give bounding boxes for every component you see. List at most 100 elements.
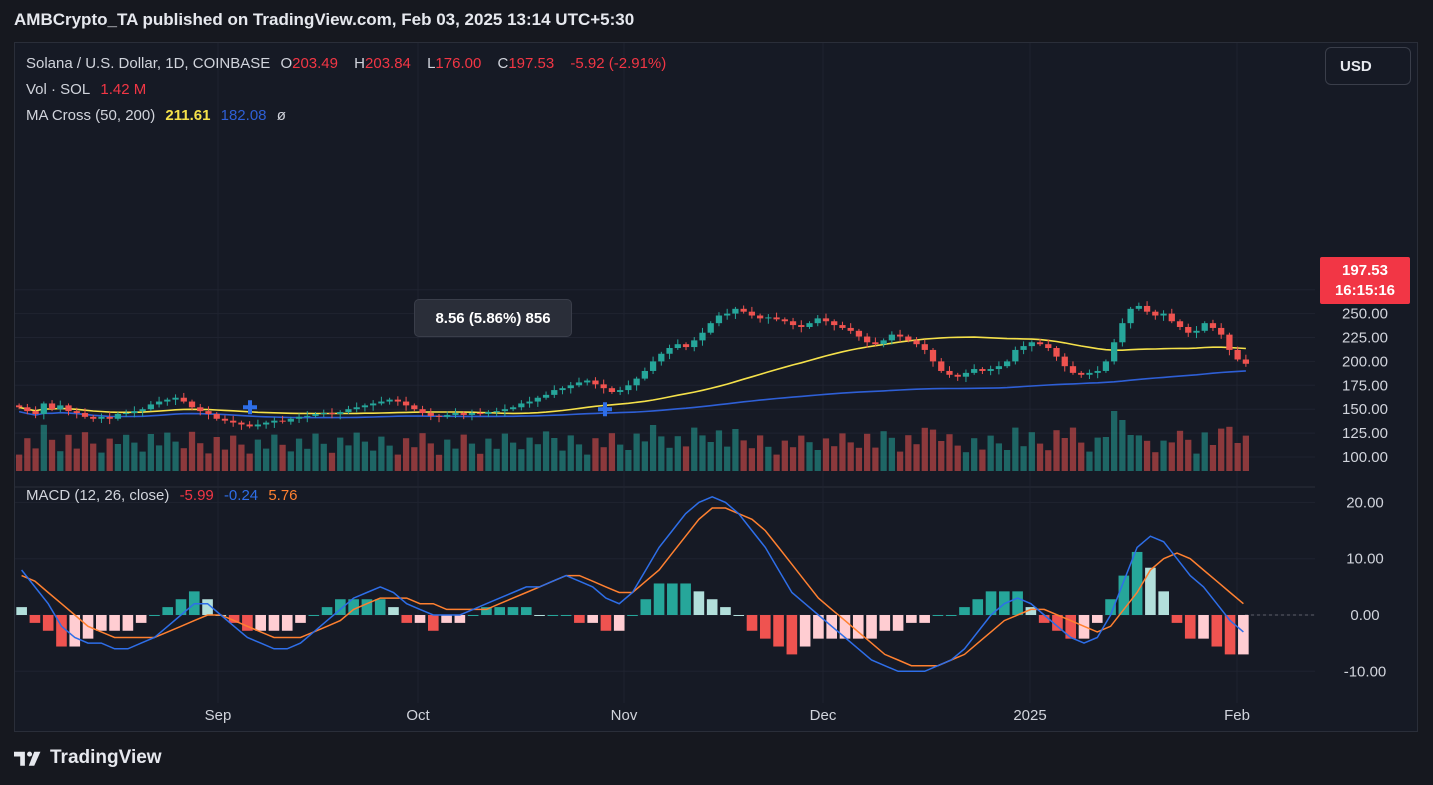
macd-histogram-bar — [268, 615, 280, 631]
macd-histogram-bar — [374, 599, 386, 615]
candle-body — [1135, 305, 1142, 309]
volume-bar — [254, 439, 262, 471]
volume-bar — [682, 446, 690, 471]
macd-histogram-bar — [228, 615, 240, 623]
macd-histogram-bar — [959, 607, 970, 615]
candle-body — [73, 411, 80, 414]
volume-bar — [715, 430, 723, 471]
macd-histogram-bar — [773, 615, 784, 647]
volume-bar — [962, 452, 970, 471]
macd-histogram-bar — [427, 615, 439, 631]
candle-body — [1185, 326, 1192, 333]
price-tick-label: 200.00 — [1342, 353, 1388, 370]
volume-bar — [551, 438, 558, 471]
candle-body — [831, 321, 838, 326]
time-tick-label: Sep — [205, 707, 232, 724]
candle-body — [328, 413, 336, 415]
volume-bar — [567, 435, 574, 471]
macd-histogram-bar — [627, 615, 638, 616]
volume-bar — [1003, 450, 1011, 471]
candle-body — [896, 334, 904, 337]
volume-bar — [1135, 435, 1142, 471]
volume-bar — [1045, 450, 1052, 471]
macd-histogram-bar — [560, 615, 572, 616]
macd-histogram-bar — [1012, 591, 1023, 615]
volume-bar — [279, 444, 286, 471]
volume-label[interactable]: Vol · SOL — [26, 81, 91, 98]
volume-bar — [864, 433, 871, 471]
volume-bar — [230, 435, 237, 471]
macd-histogram-bar — [414, 615, 426, 623]
macd-histogram-bar — [109, 615, 120, 631]
candle-body — [946, 370, 953, 375]
price-tick-label: 150.00 — [1342, 401, 1388, 418]
candle-body — [386, 399, 393, 402]
candle-body — [1012, 349, 1019, 362]
macd-histogram-bar — [321, 607, 333, 615]
volume-bar — [987, 435, 994, 471]
volume-bar — [262, 448, 270, 471]
ma200-line — [18, 370, 1246, 419]
volume-bar — [1094, 437, 1101, 471]
candle-body — [230, 420, 237, 423]
macd-histogram-bar — [202, 599, 213, 615]
candle-body — [361, 405, 369, 408]
volume-bar — [1127, 435, 1134, 471]
high-value: 203.84 — [365, 55, 411, 72]
candle-body — [238, 422, 245, 425]
macd-histogram-bar — [972, 599, 984, 615]
macd-label[interactable]: MACD (12, 26, close) — [26, 487, 170, 504]
candle-body — [1086, 372, 1093, 375]
candle-body — [15, 405, 23, 408]
volume-bar — [106, 438, 113, 471]
chart-frame[interactable]: 275.00250.00225.00200.00175.00150.00125.… — [14, 42, 1418, 732]
candle-body — [1193, 330, 1200, 333]
macd-histogram-bar — [534, 615, 545, 616]
macd-histogram-bar — [746, 615, 758, 631]
macd-histogram-bar — [693, 591, 705, 615]
macd-histogram-bar — [799, 615, 811, 647]
macd-histogram-bar — [335, 599, 346, 615]
volume-bar — [246, 453, 253, 471]
currency-button[interactable]: USD — [1325, 47, 1411, 85]
chart-canvas[interactable]: 275.00250.00225.00200.00175.00150.00125.… — [15, 43, 1418, 732]
macd-histogram-bar — [720, 607, 731, 615]
candle-body — [905, 336, 912, 341]
ma-label[interactable]: MA Cross (50, 200) — [26, 107, 156, 124]
volume-bar — [40, 424, 47, 471]
volume-bar — [649, 425, 657, 471]
volume-bar — [1168, 442, 1175, 471]
candle-body — [789, 321, 797, 326]
candle-body — [279, 420, 286, 422]
volume-bar — [65, 434, 72, 471]
symbol-title[interactable]: Solana / U.S. Dollar, 1D, COINBASE — [26, 55, 271, 72]
volume-bar — [575, 444, 583, 471]
price-tick-label: 125.00 — [1342, 425, 1388, 442]
candle-body — [271, 420, 278, 423]
volume-bar — [600, 447, 607, 471]
candle-body — [1160, 313, 1167, 316]
volume-bar — [73, 448, 80, 471]
volume-bar — [370, 450, 377, 471]
candle-body — [131, 411, 138, 414]
candle-body — [855, 330, 863, 337]
volume-bar — [131, 442, 138, 471]
brand[interactable]: TradingView — [14, 747, 162, 769]
candle-body — [962, 372, 970, 377]
volume-bar — [295, 438, 303, 471]
macd-histogram-bar — [839, 615, 851, 639]
volume-bar — [1028, 432, 1035, 471]
macd-histogram-bar — [1211, 615, 1223, 647]
macd-histogram-bar — [281, 615, 293, 631]
candle-body — [1036, 342, 1044, 345]
volume-bar — [1201, 432, 1208, 471]
volume-bar — [328, 452, 336, 471]
macd-histogram-bar — [96, 615, 107, 631]
candle-body — [864, 336, 871, 343]
volume-bar — [896, 451, 904, 471]
candle-body — [1102, 361, 1110, 371]
volume-bar — [90, 443, 97, 471]
candle-body — [188, 401, 196, 408]
candle-body — [641, 370, 648, 379]
candle-body — [57, 405, 64, 410]
